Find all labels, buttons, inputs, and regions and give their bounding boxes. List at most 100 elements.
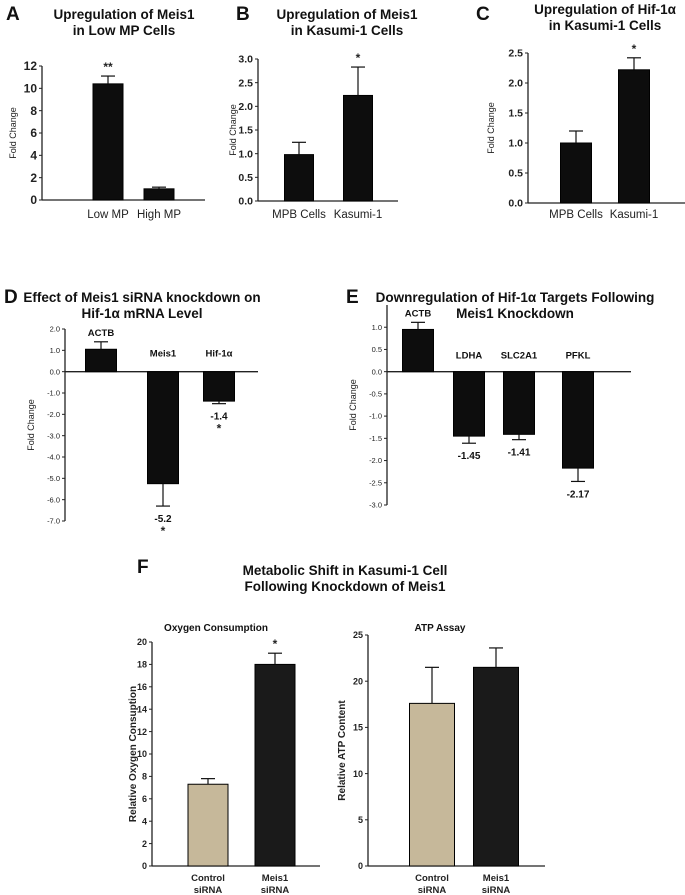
- y-tick-label: 5: [358, 815, 363, 825]
- category-label: Meis1: [483, 873, 510, 884]
- y-tick-label: 20: [353, 676, 363, 686]
- category-label: LDHA: [456, 351, 483, 362]
- bar: [85, 348, 117, 373]
- bar: [187, 783, 229, 867]
- y-tick-label: 18: [137, 660, 147, 670]
- y-tick-label: 12: [24, 59, 38, 73]
- category-label: SLC2A1: [501, 351, 538, 362]
- y-tick-label: 2.0: [238, 101, 253, 113]
- bar: [254, 663, 296, 867]
- category-label: Kasumi-1: [610, 209, 659, 221]
- y-tick-label: 0.5: [372, 345, 382, 354]
- panel-title-b: Upregulation of Meis1 in Kasumi-1 Cells: [262, 7, 432, 39]
- category-label: Kasumi-1: [334, 209, 383, 221]
- panel-title-e-line1: Downregulation of Hif-1α Targets Followi…: [375, 290, 655, 305]
- y-tick-label: 10: [24, 82, 38, 96]
- category-label: ACTB: [88, 328, 115, 339]
- y-tick-label: 0.0: [372, 367, 382, 376]
- category-label: ACTB: [405, 308, 432, 319]
- panel-title-c: Upregulation of Hif-1α in Kasumi-1 Cells: [520, 2, 685, 34]
- category-label: Control: [191, 873, 225, 884]
- y-tick-label: 20: [137, 637, 147, 647]
- category-label: Meis1: [150, 349, 177, 360]
- chart-c: 0.0 0.5 1.0 1.5 2.0 2.5 Fold Change MPB Cells Ka…: [486, 42, 685, 221]
- bar: [473, 666, 519, 867]
- significance-marker: *: [356, 51, 361, 65]
- y-tick-label: 6: [30, 126, 37, 140]
- bar: [560, 142, 592, 204]
- panel-title-d-line1: Effect of Meis1 siRNA knockdown on: [23, 290, 261, 305]
- y-tick-label: 1.5: [508, 108, 523, 120]
- bar: [284, 154, 314, 202]
- y-tick-label: -5.0: [47, 474, 60, 483]
- category-label: High MP: [137, 209, 181, 221]
- panel-title-d-line2: Hif-1α mRNA Level: [81, 306, 203, 321]
- panel-letter-a: A: [6, 4, 20, 25]
- chart-f2: 0 5 10 15 20 25 Relative ATP Content ATP Assay C…: [337, 623, 545, 895]
- y-tick-label: 4: [142, 816, 147, 826]
- y-tick-label: 2: [142, 839, 147, 849]
- bar: [343, 94, 373, 202]
- category-label: MPB Cells: [272, 209, 326, 221]
- panel-title-e-line2: Meis1 Knockdown: [456, 306, 574, 321]
- value-label: -2.17: [567, 489, 590, 500]
- y-tick-label: 14: [137, 704, 147, 714]
- category-label: Control: [415, 873, 449, 884]
- y-tick-label: -2.0: [369, 456, 382, 465]
- value-label: -5.2: [154, 514, 172, 525]
- y-tick-label: 2: [30, 171, 37, 185]
- y-tick-label: -4.0: [47, 453, 60, 462]
- value-label: -1.45: [458, 451, 481, 462]
- bar: [402, 328, 434, 373]
- y-tick-label: 8: [30, 104, 37, 118]
- panel-letter-e: E: [346, 287, 359, 308]
- y-tick-label: 8: [142, 772, 147, 782]
- chart-subtitle: Oxygen Consumption: [164, 623, 268, 634]
- y-tick-label: 1.5: [238, 125, 253, 137]
- y-tick-label: 1.0: [508, 138, 523, 150]
- y-tick-label: 1.0: [372, 323, 382, 332]
- panel-letter-c: C: [476, 4, 490, 25]
- y-tick-label: 10: [353, 769, 363, 779]
- panel-letter-b: B: [236, 4, 250, 25]
- y-tick-label: 0.0: [508, 198, 523, 210]
- y-tick-label: 0: [358, 861, 363, 871]
- y-tick-label: 2.0: [508, 78, 523, 90]
- y-tick-label: -1.5: [369, 434, 382, 443]
- category-label: MPB Cells: [549, 209, 603, 221]
- panel-letter-f: F: [137, 557, 149, 578]
- category-label: siRNA: [194, 885, 223, 895]
- significance-marker: **: [103, 60, 113, 74]
- significance-marker: *: [273, 637, 278, 651]
- y-tick-label: 0.5: [238, 172, 253, 184]
- y-tick-label: -2.5: [369, 478, 382, 487]
- category-label: siRNA: [482, 885, 511, 895]
- y-tick-label: 0: [30, 193, 37, 207]
- significance-marker: *: [632, 42, 637, 56]
- y-tick-label: 15: [353, 723, 363, 733]
- y-tick-label: 4: [30, 149, 37, 163]
- y-axis-label: Fold Change: [486, 102, 496, 154]
- y-tick-label: -7.0: [47, 517, 60, 526]
- y-tick-label: 2.0: [50, 325, 60, 334]
- panel-letter-d: D: [4, 287, 18, 308]
- value-label: -1.4: [210, 412, 228, 423]
- y-tick-label: -0.5: [369, 390, 382, 399]
- category-label: Low MP: [87, 209, 129, 221]
- y-tick-label: 3.0: [238, 54, 253, 66]
- chart-e: 1.0 0.5 0.0 -0.5 -1.0 -1.5 -2.0 -2.5 -3.0 Fold Ch…: [348, 305, 631, 510]
- panel-title-a: Upregulation of Meis1 in Low MP Cells: [34, 7, 214, 39]
- category-label: Meis1: [262, 873, 289, 884]
- y-tick-label: 0: [142, 861, 147, 871]
- chart-a: 0 2 4 6 8 10 12 Fold Change Low MP ** High MP: [8, 59, 205, 221]
- panel-title-b-line2: in Kasumi-1 Cells: [290, 23, 404, 38]
- y-axis-label: Fold Change: [26, 399, 36, 451]
- bar: [147, 371, 179, 485]
- y-tick-label: 0.5: [508, 168, 523, 180]
- chart-d: 2.0 1.0 0.0 -1.0 -2.0 -3.0 -4.0 -5.0 -6.0 -7.0 Fol…: [26, 325, 258, 538]
- y-tick-label: 2.5: [238, 77, 253, 89]
- panel-title-d: Effect of Meis1 siRNA knockdown on Hif-1…: [22, 290, 262, 322]
- y-tick-label: 16: [137, 682, 147, 692]
- y-axis-label: Fold Change: [348, 379, 358, 431]
